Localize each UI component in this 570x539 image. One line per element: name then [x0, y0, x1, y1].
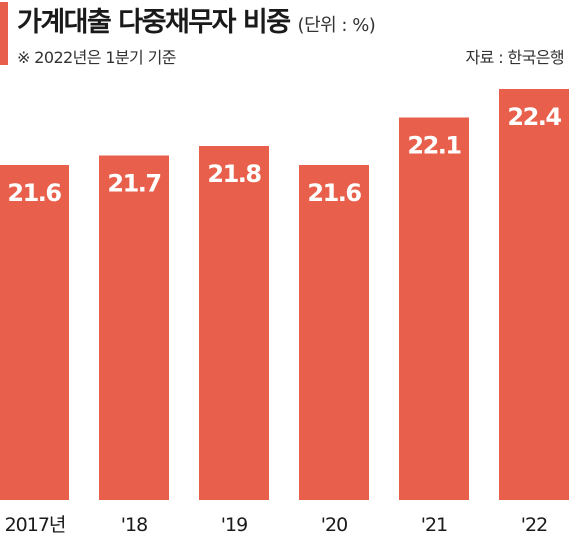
value-label-3: 21.6	[307, 179, 361, 207]
bar-5	[499, 89, 569, 500]
source-label: 자료 : 한국은행	[465, 48, 565, 67]
bar-2	[199, 146, 269, 500]
value-labels-group: 21.6 21.7 21.8 21.6 22.1 22.4	[7, 103, 563, 207]
category-label-1: '18	[121, 514, 147, 536]
chart-title: 가계대출 다중채무자 비중	[17, 7, 291, 38]
category-label-3: '20	[321, 514, 347, 536]
bar-4	[399, 117, 469, 500]
category-label-5: '22	[521, 514, 547, 536]
value-label-4: 22.1	[407, 132, 461, 160]
value-label-1: 21.7	[107, 170, 160, 198]
category-label-0: 2017년	[5, 514, 66, 536]
footnote: ※ 2022년은 1분기 기준	[17, 48, 176, 67]
value-label-2: 21.8	[207, 160, 261, 188]
unit-label: (단위 : %)	[297, 15, 376, 36]
bar-0	[0, 165, 69, 500]
accent-bar	[0, 2, 8, 65]
title-row: 가계대출 다중채무자 비중 (단위 : %)	[17, 0, 376, 38]
category-label-4: '21	[421, 514, 447, 536]
bars-group	[0, 89, 569, 500]
bar-1	[99, 155, 169, 500]
category-labels-group: 2017년 '18 '19 '20 '21 '22	[5, 514, 549, 536]
bar-3	[299, 165, 369, 500]
category-label-2: '19	[221, 514, 247, 536]
value-label-5: 22.4	[507, 103, 561, 131]
value-label-0: 21.6	[7, 179, 61, 207]
